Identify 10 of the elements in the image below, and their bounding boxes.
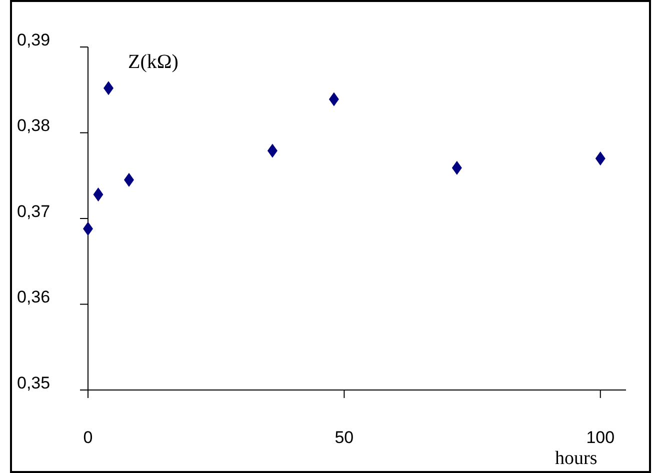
y-tick-label: 0,39 [17,30,50,50]
x-tick-label: 50 [334,428,354,447]
x-tick-label: 100 [586,428,615,447]
y-tick-label: 0,38 [17,116,50,136]
y-tick-label: 0,36 [17,288,50,307]
y-axis-title: Z(kΩ) [128,51,178,73]
x-axis-title: hours [555,448,598,469]
y-tick-label: 0,35 [17,373,50,392]
y-tick-label: 0,37 [17,202,50,221]
x-tick-label: 0 [83,428,93,447]
